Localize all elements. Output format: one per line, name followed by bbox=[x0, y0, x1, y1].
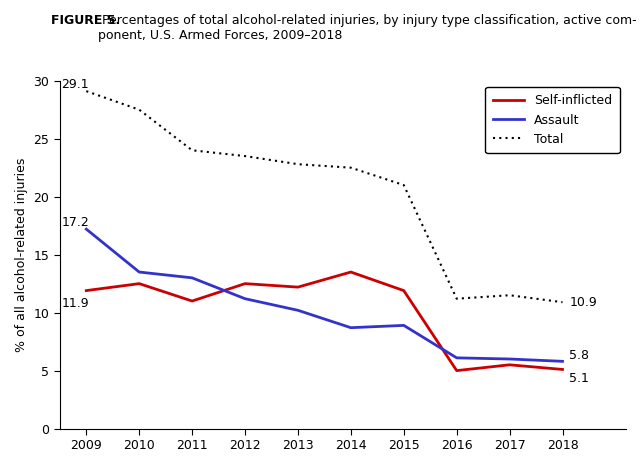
Legend: Self-inflicted, Assault, Total: Self-inflicted, Assault, Total bbox=[485, 87, 620, 154]
Text: 10.9: 10.9 bbox=[569, 297, 597, 309]
Text: FIGURE 5.: FIGURE 5. bbox=[51, 14, 121, 27]
Y-axis label: % of all alcohol-related injuries: % of all alcohol-related injuries bbox=[15, 157, 28, 352]
Text: 17.2: 17.2 bbox=[62, 216, 89, 229]
Text: 5.8: 5.8 bbox=[569, 348, 590, 361]
Text: 5.1: 5.1 bbox=[569, 372, 589, 385]
Text: 29.1: 29.1 bbox=[62, 78, 89, 92]
Text: 11.9: 11.9 bbox=[62, 297, 89, 310]
Text: Percentages of total alcohol-related injuries, by injury type classification, ac: Percentages of total alcohol-related inj… bbox=[98, 14, 637, 42]
